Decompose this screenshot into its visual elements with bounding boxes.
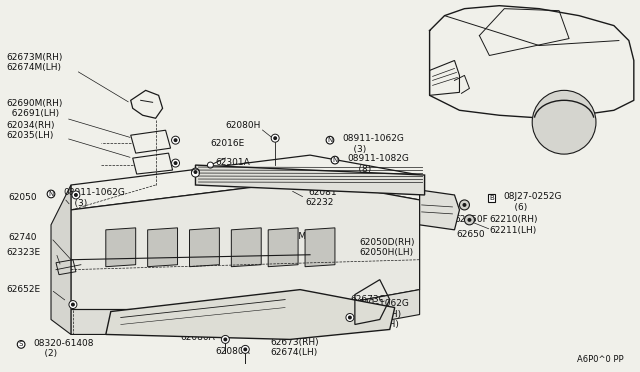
Circle shape bbox=[271, 134, 279, 142]
Circle shape bbox=[71, 302, 75, 307]
Polygon shape bbox=[305, 228, 335, 267]
Circle shape bbox=[467, 218, 472, 222]
Text: B: B bbox=[489, 195, 493, 201]
Circle shape bbox=[243, 347, 247, 352]
Text: A6P0^0 PP: A6P0^0 PP bbox=[577, 355, 624, 364]
Text: 08911-1062G
    (3): 08911-1062G (3) bbox=[63, 188, 125, 208]
Text: 08911-1082G
    (8): 08911-1082G (8) bbox=[347, 154, 409, 174]
Text: N: N bbox=[332, 302, 337, 308]
Polygon shape bbox=[51, 185, 71, 334]
Text: 08J27-0252G
    (6): 08J27-0252G (6) bbox=[503, 192, 562, 212]
Circle shape bbox=[172, 136, 180, 144]
Text: 62652E: 62652E bbox=[6, 285, 40, 294]
Polygon shape bbox=[71, 290, 420, 334]
Text: 62210(RH)
62211(LH): 62210(RH) 62211(LH) bbox=[490, 215, 538, 235]
Text: 62673(RH)
62674(LH): 62673(RH) 62674(LH) bbox=[270, 338, 319, 357]
Text: 08320-61408
    (2): 08320-61408 (2) bbox=[33, 339, 93, 358]
Text: 62016E: 62016E bbox=[211, 139, 244, 148]
Circle shape bbox=[173, 161, 177, 165]
Polygon shape bbox=[189, 228, 220, 267]
Text: 08911-1062G
    (3): 08911-1062G (3) bbox=[347, 299, 409, 318]
Text: 62080A: 62080A bbox=[180, 333, 215, 342]
Circle shape bbox=[74, 193, 78, 197]
Polygon shape bbox=[148, 228, 177, 267]
Circle shape bbox=[346, 314, 354, 321]
Circle shape bbox=[463, 203, 467, 207]
Circle shape bbox=[460, 200, 469, 210]
Text: 62690M(RH)
  62691(LH): 62690M(RH) 62691(LH) bbox=[6, 99, 63, 118]
Text: 62673C: 62673C bbox=[350, 295, 385, 304]
Text: 62080A: 62080A bbox=[216, 347, 250, 356]
Text: 62650: 62650 bbox=[456, 230, 485, 239]
Circle shape bbox=[223, 337, 227, 341]
Text: 08911-1062G
    (3): 08911-1062G (3) bbox=[342, 134, 404, 154]
Circle shape bbox=[465, 215, 474, 225]
Polygon shape bbox=[231, 228, 261, 267]
Text: 62081: 62081 bbox=[308, 189, 337, 198]
Text: N: N bbox=[327, 137, 333, 143]
Polygon shape bbox=[106, 228, 136, 267]
Text: 62050: 62050 bbox=[8, 193, 36, 202]
Text: 62220M: 62220M bbox=[270, 232, 307, 241]
Polygon shape bbox=[420, 190, 460, 230]
Text: 62034(RH)
62035(LH): 62034(RH) 62035(LH) bbox=[6, 121, 54, 140]
Polygon shape bbox=[195, 165, 424, 195]
Polygon shape bbox=[106, 290, 395, 339]
Polygon shape bbox=[268, 228, 298, 267]
Circle shape bbox=[172, 159, 180, 167]
Circle shape bbox=[191, 169, 200, 177]
Circle shape bbox=[273, 136, 277, 140]
Circle shape bbox=[193, 170, 198, 174]
Text: N: N bbox=[332, 157, 337, 163]
Text: 62234M(RH)
62234N(LH): 62234M(RH) 62234N(LH) bbox=[345, 310, 401, 329]
Circle shape bbox=[191, 168, 200, 176]
Circle shape bbox=[532, 90, 596, 154]
Text: 62323E: 62323E bbox=[6, 248, 40, 257]
Circle shape bbox=[241, 346, 249, 353]
Circle shape bbox=[173, 138, 177, 142]
Circle shape bbox=[72, 191, 80, 199]
Text: 62650F: 62650F bbox=[454, 215, 488, 224]
Text: 62301A: 62301A bbox=[216, 158, 250, 167]
Text: N: N bbox=[49, 191, 54, 197]
Text: 62673M(RH)
62674M(LH): 62673M(RH) 62674M(LH) bbox=[6, 53, 63, 72]
Circle shape bbox=[221, 336, 229, 343]
Text: 62740: 62740 bbox=[8, 233, 36, 242]
Circle shape bbox=[348, 315, 352, 320]
Text: 62232: 62232 bbox=[305, 198, 333, 208]
Text: 62080H: 62080H bbox=[225, 121, 260, 130]
Polygon shape bbox=[71, 180, 420, 310]
Circle shape bbox=[207, 162, 213, 168]
Text: S: S bbox=[19, 341, 23, 347]
Circle shape bbox=[69, 301, 77, 308]
Text: 62050D(RH)
62050H(LH): 62050D(RH) 62050H(LH) bbox=[360, 238, 415, 257]
